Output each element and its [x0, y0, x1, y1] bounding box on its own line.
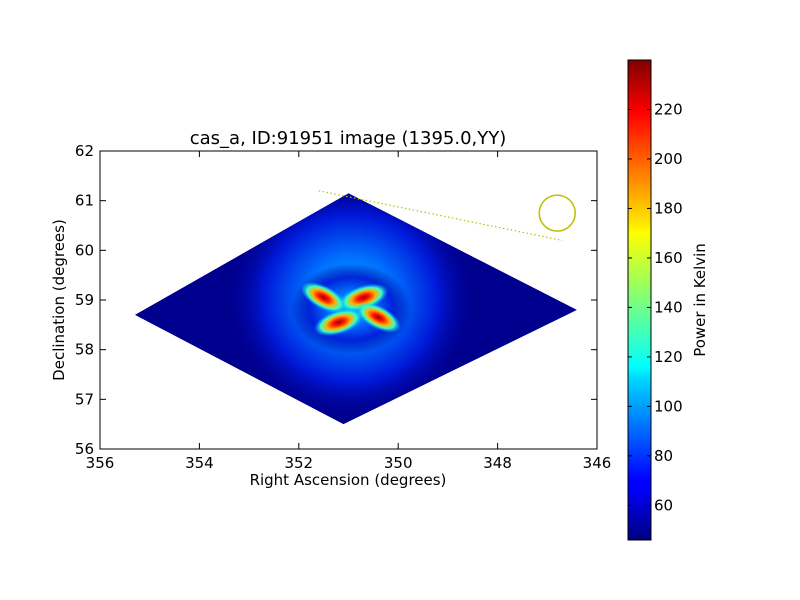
- y-tick-label: 60: [75, 241, 94, 259]
- colorbar-tick-label: 80: [654, 447, 673, 465]
- chart-title: cas_a, ID:91951 image (1395.0,YY): [190, 128, 507, 149]
- colorbar-label: Power in Kelvin: [691, 243, 709, 357]
- y-tick-label: 58: [75, 341, 94, 359]
- x-axis-label: Right Ascension (degrees): [250, 471, 447, 489]
- x-tick-label: 352: [284, 454, 313, 472]
- colorbar-ticks: 60 80 100 120 140 160 180 200 220: [628, 100, 683, 514]
- colorbar-tick-label: 100: [654, 397, 683, 415]
- x-tick-label: 346: [583, 454, 612, 472]
- colorbar-tick-label: 180: [654, 199, 683, 217]
- y-tick-label: 62: [75, 142, 94, 160]
- peak-3: [314, 308, 364, 337]
- colorbar-tick-label: 60: [654, 496, 673, 514]
- colorbar-tick-label: 140: [654, 298, 683, 316]
- colorbar-tick-label: 160: [654, 249, 683, 267]
- x-tick-label: 350: [384, 454, 413, 472]
- y-tick-label: 59: [75, 291, 94, 309]
- colorbar-tick-label: 220: [654, 100, 683, 118]
- y-tick-label: 61: [75, 192, 94, 210]
- y-tick-label: 56: [75, 440, 94, 458]
- x-axis: 356 354 352 350 348 346: [86, 151, 612, 472]
- peak-2: [300, 281, 347, 314]
- y-tick-label: 57: [75, 390, 94, 408]
- heatmap-image: [134, 193, 578, 425]
- colorbar-tick-label: 120: [654, 348, 683, 366]
- y-axis-label: Declination (degrees): [50, 219, 68, 381]
- y-axis: 56 57 58 59 60 61 62: [75, 142, 597, 458]
- x-tick-label: 354: [185, 454, 214, 472]
- colorbar: [627, 59, 652, 541]
- x-tick-label: 356: [86, 454, 115, 472]
- x-tick-label: 348: [483, 454, 512, 472]
- colorbar-tick-label: 200: [654, 150, 683, 168]
- peak-4: [356, 302, 401, 333]
- circle-annotation: [538, 194, 576, 232]
- dotted-line-annotation: [318, 190, 563, 241]
